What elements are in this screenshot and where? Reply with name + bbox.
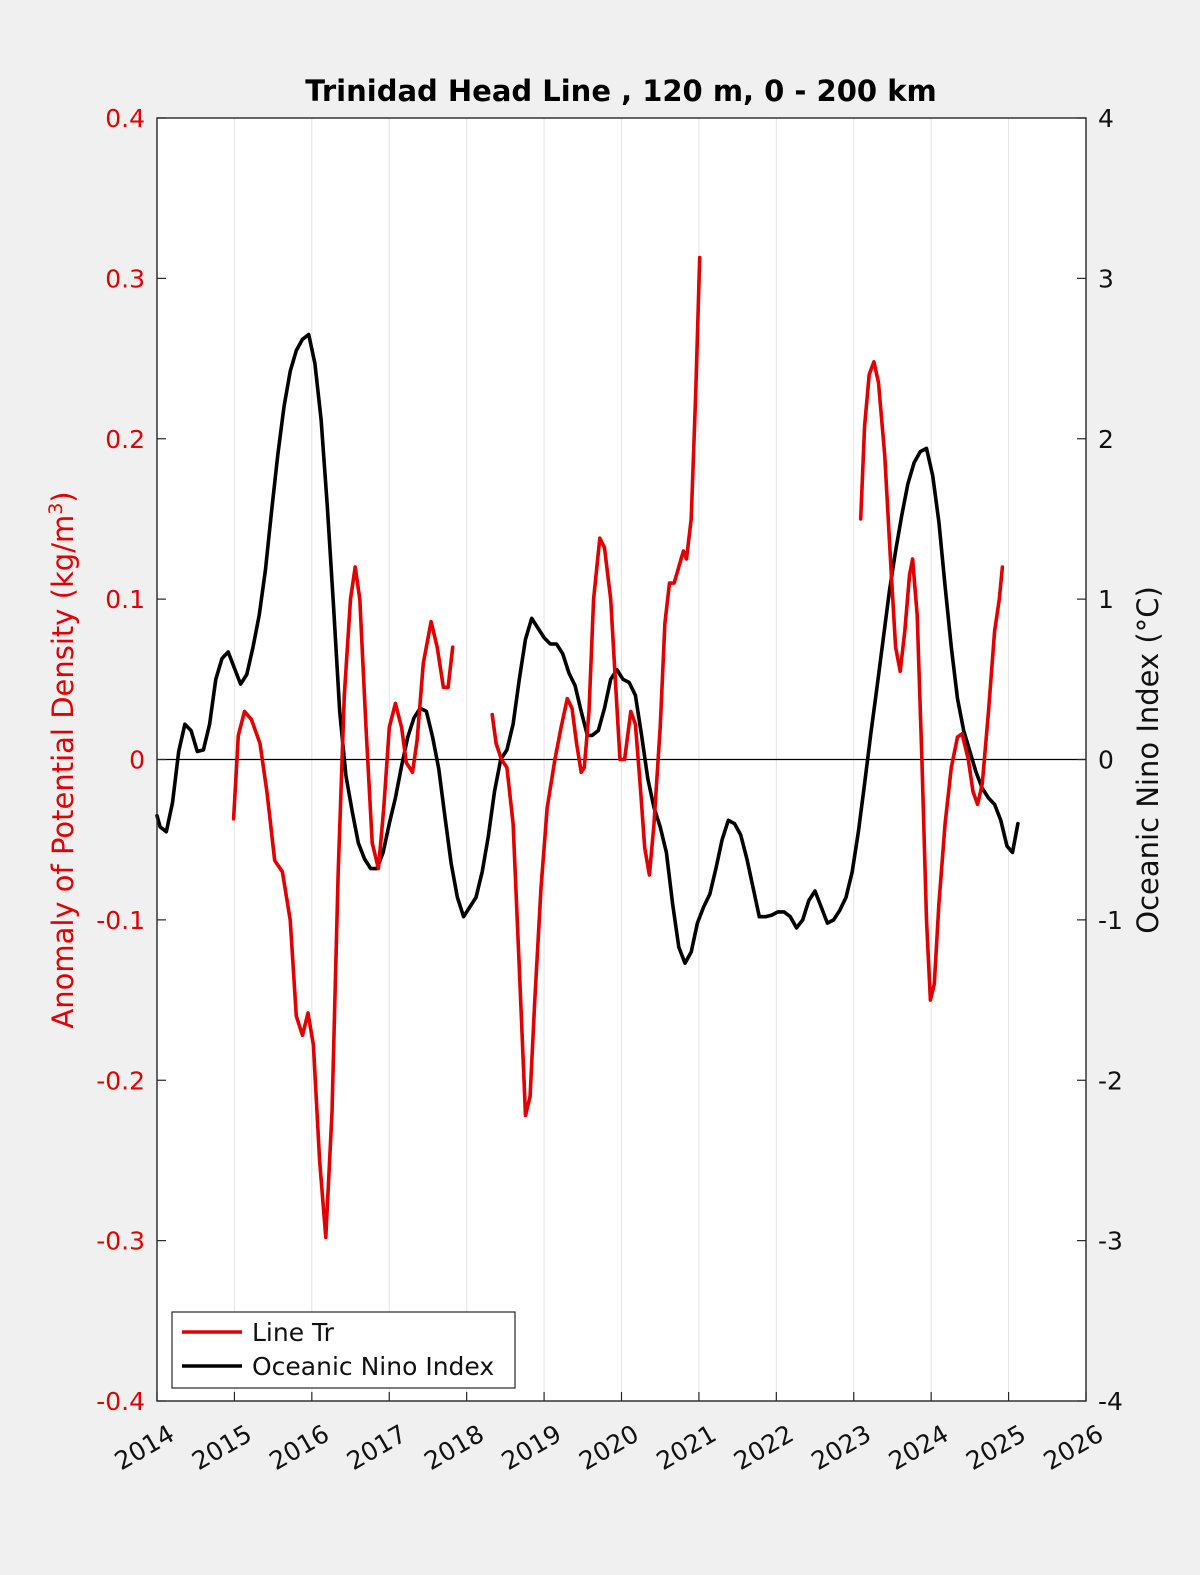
left-tick-label: -0.2	[96, 1066, 145, 1095]
x-tick-label-2015: 2015	[187, 1419, 257, 1476]
left-tick-label: 0.2	[105, 425, 145, 454]
right-tick-label: -3	[1098, 1227, 1123, 1256]
chart-title: Trinidad Head Line , 120 m, 0 - 200 km	[305, 74, 936, 108]
x-tick-label-2019: 2019	[497, 1419, 567, 1476]
x-tick-label-2026: 2026	[1039, 1419, 1109, 1476]
right-tick-label: 3	[1098, 264, 1114, 293]
legend-label-line-tr: Line Tr	[252, 1318, 335, 1347]
x-tick-label-2023: 2023	[806, 1419, 876, 1476]
legend: Line Tr Oceanic Nino Index	[171, 1311, 516, 1389]
right-tick-label: 2	[1098, 425, 1114, 454]
right-axis-label: Oceanic Nino Index (°C)	[1131, 586, 1165, 934]
x-tick-label-2025: 2025	[961, 1419, 1031, 1476]
left-tick-label: -0.1	[96, 906, 145, 935]
right-tick-label: 1	[1098, 585, 1114, 614]
right-tick-label: 0	[1098, 746, 1114, 775]
x-tick-label-2022: 2022	[729, 1419, 799, 1476]
right-tick-label: -4	[1098, 1387, 1123, 1416]
left-tick-label: 0.1	[105, 585, 145, 614]
legend-box	[171, 1311, 516, 1389]
x-tick-label-2021: 2021	[652, 1419, 722, 1476]
series-line-tr-segment-2	[858, 359, 1005, 1002]
left-tick-label: 0.4	[105, 104, 145, 133]
x-axis-ticks: 2014 2015 2016 2017 2018 2019 2020 2021 2022 2023…	[110, 1392, 1109, 1476]
right-tick-label: -2	[1098, 1066, 1123, 1095]
right-tick-label: -1	[1098, 906, 1123, 935]
left-tick-label: 0.3	[105, 264, 145, 293]
x-tick-label-2020: 2020	[574, 1419, 644, 1476]
right-tick-label: 4	[1098, 104, 1114, 133]
series-layer	[155, 255, 1020, 1240]
x-tick-label-2016: 2016	[264, 1419, 334, 1476]
series-line-tr-segment-1	[490, 255, 702, 1118]
series-line-tr-segment-0	[231, 565, 455, 1240]
left-axis-label: Anomaly of Potential Density (kg/m3)	[45, 491, 80, 1028]
x-tick-label-2018: 2018	[419, 1419, 489, 1476]
right-axis-ticks: -4 -3 -2 -1 0 1 2 3 4	[1077, 104, 1123, 1416]
left-axis-ticks: -0.4 -0.3 -0.2 -0.1 0 0.1 0.2 0.3 0.4	[96, 104, 166, 1416]
legend-label-oni: Oceanic Nino Index	[252, 1352, 494, 1381]
left-tick-label: 0	[129, 746, 145, 775]
x-tick-label-2014: 2014	[110, 1419, 180, 1476]
left-tick-label: -0.3	[96, 1227, 145, 1256]
x-tick-label-2017: 2017	[342, 1419, 412, 1476]
left-tick-label: -0.4	[96, 1387, 145, 1416]
x-tick-label-2024: 2024	[884, 1419, 954, 1476]
